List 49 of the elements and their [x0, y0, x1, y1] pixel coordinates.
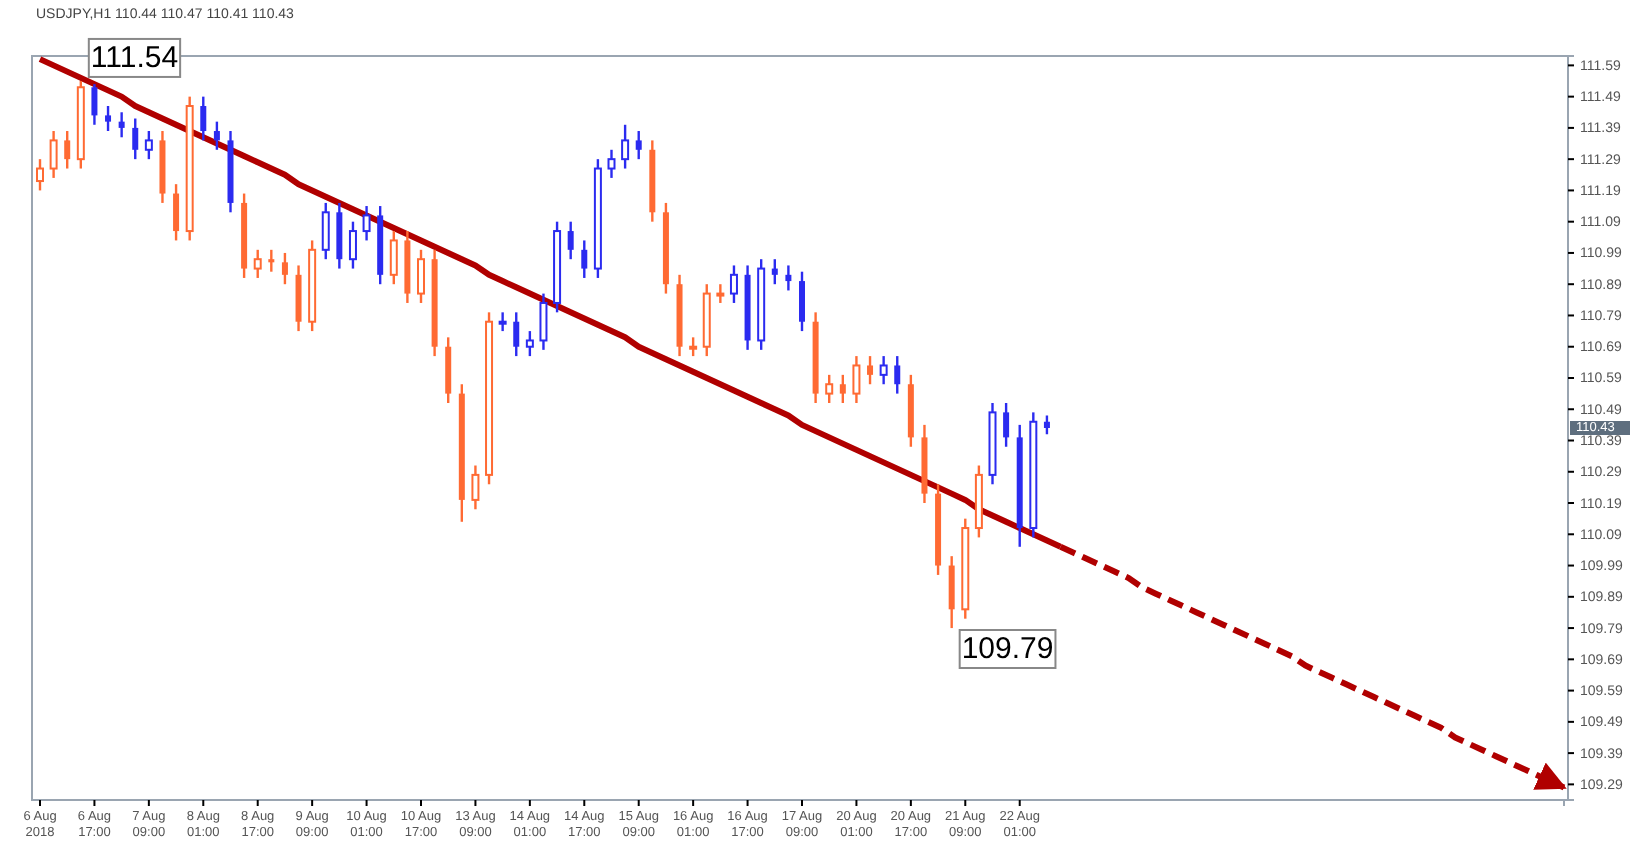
- candlestick: [132, 117, 139, 161]
- candlestick: [689, 336, 698, 358]
- candlestick: [200, 95, 207, 142]
- candlestick: [825, 373, 834, 405]
- candlestick: [471, 464, 480, 511]
- candlestick: [1003, 401, 1010, 448]
- candlestick: [498, 311, 507, 333]
- candlestick: [91, 82, 98, 126]
- candlestick: [729, 264, 738, 305]
- candlestick: [36, 157, 44, 192]
- candlestick: [295, 264, 302, 333]
- candlestick: [118, 111, 125, 139]
- candlestick: [281, 251, 288, 286]
- candlestick: [607, 148, 616, 180]
- candlestick: [567, 220, 574, 261]
- candlestick: [581, 239, 588, 280]
- candlestick: [879, 354, 888, 386]
- candlestick: [539, 292, 548, 352]
- candlestick: [894, 354, 901, 395]
- candlestick: [785, 264, 792, 292]
- candlestick: [948, 554, 955, 630]
- candlestick: [348, 220, 357, 270]
- candlestick: [362, 204, 371, 242]
- candlestick: [105, 104, 112, 133]
- candlestick: [867, 354, 874, 386]
- candlestick: [213, 120, 220, 151]
- candlestick: [839, 373, 846, 405]
- candlestick: [336, 201, 343, 270]
- candlestick: [1043, 414, 1050, 436]
- candlestick: [635, 129, 642, 161]
- candlestick: [621, 123, 630, 170]
- candlestick: [799, 270, 805, 333]
- candlestick: [173, 182, 180, 242]
- candlestick: [525, 329, 534, 358]
- candlestick: [321, 201, 330, 261]
- candlestick: [389, 229, 398, 286]
- candlestick: [49, 129, 58, 180]
- candlestick: [445, 336, 452, 405]
- candlestick: [513, 311, 520, 358]
- candlestick: [852, 354, 861, 405]
- candlestick: [268, 248, 275, 273]
- label-box: 109.79: [958, 629, 1057, 669]
- candlestick: [144, 129, 153, 161]
- candlestick: [253, 248, 262, 280]
- candlestick: [64, 129, 71, 170]
- label-box: 111.54: [87, 37, 182, 78]
- candlestick: [771, 257, 778, 286]
- candlestick: [716, 283, 725, 305]
- candlestick: [417, 248, 425, 305]
